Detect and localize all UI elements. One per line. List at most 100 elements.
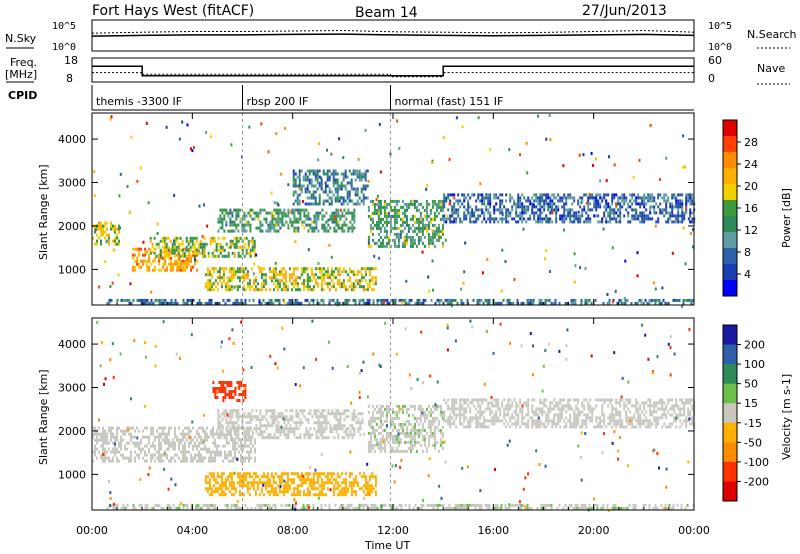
heatmap-cell <box>245 220 248 224</box>
heatmap-cell <box>190 459 192 463</box>
heatmap-cell <box>443 214 446 218</box>
heatmap-cell <box>665 205 668 209</box>
heatmap-cell <box>338 279 341 283</box>
heatmap-cell <box>225 418 228 422</box>
heatmap-cell <box>445 217 448 221</box>
heatmap-cell <box>244 298 247 302</box>
heatmap-cell <box>449 193 452 197</box>
heatmap-cell <box>431 419 434 423</box>
heatmap-cell <box>249 223 252 227</box>
heatmap-cell <box>224 484 227 488</box>
heatmap-cell <box>217 421 220 425</box>
heatmap-cell <box>624 298 627 302</box>
heatmap-cell <box>229 223 232 227</box>
heatmap-cell <box>405 202 408 206</box>
heatmap-cell <box>203 203 205 207</box>
heatmap-cell <box>483 211 486 215</box>
heatmap-cell <box>326 285 329 289</box>
heatmap-cell <box>437 205 440 209</box>
heatmap-cell <box>316 478 319 482</box>
heatmap-cell <box>635 211 638 215</box>
heatmap-cell <box>471 401 474 405</box>
heatmap-cell <box>318 301 321 305</box>
heatmap-cell <box>236 288 239 292</box>
heatmap-cell <box>569 217 572 221</box>
heatmap-cell <box>507 422 510 426</box>
heatmap-cell <box>148 301 151 305</box>
heatmap-cell <box>292 472 295 476</box>
heatmap-cell <box>535 422 538 426</box>
heatmap-cell <box>277 430 280 434</box>
heatmap-cell <box>397 211 400 215</box>
heatmap-cell <box>435 416 438 420</box>
heatmap-cell <box>451 416 454 420</box>
heatmap-cell <box>154 447 156 451</box>
heatmap-cell <box>287 433 290 437</box>
heatmap-cell <box>469 217 472 221</box>
heatmap-cell <box>432 288 434 292</box>
heatmap-cell <box>344 472 347 476</box>
heatmap-cell <box>222 276 225 280</box>
heatmap-cell <box>288 279 291 283</box>
heatmap-cell <box>179 254 182 258</box>
heatmap-cell <box>555 217 558 221</box>
heatmap-cell <box>246 282 249 286</box>
heatmap-cell <box>405 431 408 435</box>
heatmap-cell <box>335 220 338 224</box>
heatmap-cell <box>314 196 317 200</box>
heatmap-cell <box>208 270 211 274</box>
heatmap-cell <box>391 419 394 423</box>
heatmap-cell <box>479 208 482 212</box>
heatmap-cell <box>435 404 438 408</box>
heatmap-cell <box>347 226 350 230</box>
heatmap-cell <box>104 456 106 460</box>
heatmap-cell <box>112 450 114 454</box>
heatmap-cell <box>335 409 338 413</box>
heatmap-cell <box>567 214 570 218</box>
heatmap-cell <box>184 441 186 445</box>
heatmap-cell <box>513 199 516 203</box>
heatmap-cell <box>659 202 662 206</box>
heatmap-cell <box>269 220 272 224</box>
heatmap-cell <box>193 254 196 258</box>
heatmap-cell <box>682 301 685 305</box>
heatmap-cell <box>387 211 390 215</box>
heatmap-cell <box>505 193 508 197</box>
heatmap-cell <box>441 241 444 245</box>
heatmap-cell <box>573 217 576 221</box>
heatmap-cell <box>385 419 388 423</box>
heatmap-cell <box>313 217 316 221</box>
heatmap-cell <box>362 475 365 479</box>
heatmap-cell <box>312 285 315 289</box>
heatmap-cell <box>241 248 244 252</box>
heatmap-cell <box>292 481 295 485</box>
heatmap-cell <box>679 199 682 203</box>
heatmap-cell <box>523 196 526 200</box>
heatmap-cell <box>297 208 300 212</box>
heatmap-cell <box>182 301 185 305</box>
heatmap-cell <box>326 478 329 482</box>
heatmap-cell <box>377 214 380 218</box>
heatmap-cell <box>374 490 377 494</box>
heatmap-cell <box>459 217 462 221</box>
heatmap-cell <box>237 424 240 428</box>
heatmap-cell <box>142 240 145 244</box>
heatmap-cell <box>577 202 580 206</box>
heatmap-cell <box>362 490 365 494</box>
heatmap-cell <box>312 475 315 479</box>
heatmap-cell <box>252 484 255 488</box>
heatmap-cell <box>673 220 676 224</box>
heatmap-cell <box>352 288 355 292</box>
heatmap-cell <box>483 416 486 420</box>
heatmap-cell <box>297 217 300 221</box>
heatmap-cell <box>327 436 330 440</box>
heatmap-cell <box>601 220 604 224</box>
heatmap-cell <box>375 440 378 444</box>
heatmap-cell <box>231 229 234 233</box>
heatmap-cell <box>263 430 266 434</box>
heatmap-cell <box>302 270 305 274</box>
heatmap-cell <box>100 444 102 448</box>
heatmap-cell <box>479 193 482 197</box>
heatmap-cell <box>561 214 564 218</box>
heatmap-cell <box>185 236 188 240</box>
